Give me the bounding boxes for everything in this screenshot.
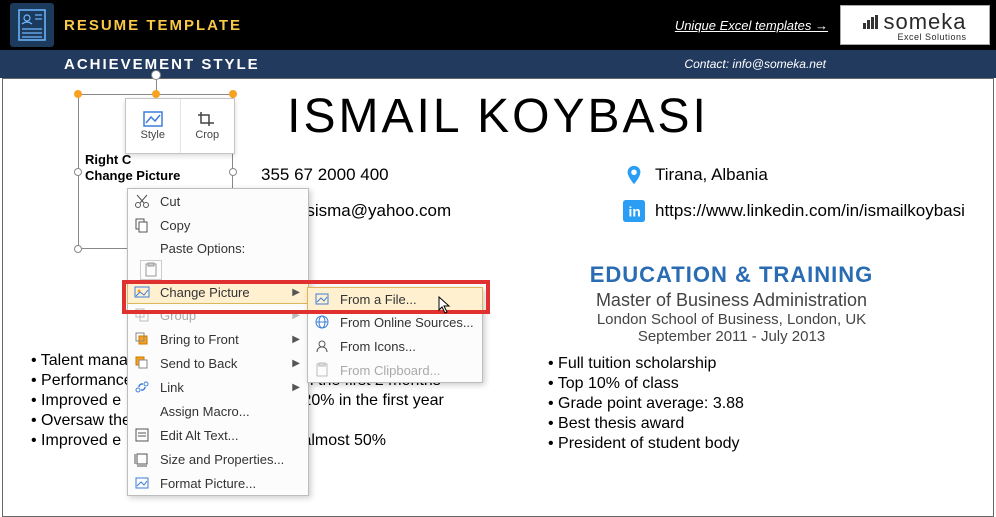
format-picture-icon bbox=[134, 475, 150, 491]
submenu-arrow-icon: ▶ bbox=[292, 310, 300, 321]
resume-doc-icon bbox=[10, 3, 54, 47]
ctx-group: Group ▶ bbox=[128, 303, 308, 327]
sub-from-online[interactable]: From Online Sources... bbox=[308, 310, 482, 334]
paste-options-label: Paste Options: bbox=[160, 241, 302, 256]
ctx-copy[interactable]: Copy bbox=[128, 213, 308, 237]
phone-field: 355 67 2000 400 bbox=[261, 164, 603, 186]
ctx-cut[interactable]: Cut bbox=[128, 189, 308, 213]
ctx-edit-alt[interactable]: Edit Alt Text... bbox=[128, 423, 308, 447]
submenu-arrow-icon: ▶ bbox=[292, 334, 300, 345]
change-picture-submenu: From a File... From Online Sources... Fr… bbox=[307, 287, 483, 383]
style-button[interactable]: Style bbox=[126, 99, 181, 153]
svg-text:in: in bbox=[629, 205, 641, 220]
top-bar: RESUME TEMPLATE Unique Excel templates →… bbox=[0, 0, 996, 50]
topbar-right: Unique Excel templates → someka Excel So… bbox=[675, 0, 996, 50]
from-file-icon bbox=[314, 291, 330, 307]
list-item: • Best thesis award bbox=[548, 415, 965, 433]
linkedin-icon: in bbox=[623, 200, 645, 222]
unique-templates-link[interactable]: Unique Excel templates → bbox=[675, 18, 828, 33]
style-icon bbox=[143, 111, 163, 127]
ctx-size-props[interactable]: Size and Properties... bbox=[128, 447, 308, 471]
copy-icon bbox=[134, 217, 150, 233]
group-icon bbox=[134, 307, 150, 323]
paste-option-button[interactable] bbox=[140, 260, 162, 280]
link-icon bbox=[134, 379, 150, 395]
someka-dots-icon bbox=[863, 15, 879, 34]
right-column: EDUCATION & TRAINING Master of Business … bbox=[498, 240, 965, 455]
send-back-icon bbox=[134, 355, 150, 371]
change-picture-icon bbox=[134, 284, 150, 300]
someka-logo[interactable]: someka Excel Solutions bbox=[840, 5, 990, 45]
from-icons-icon bbox=[314, 338, 330, 354]
sub-from-clipboard: From Clipboard... bbox=[308, 358, 482, 382]
education-title: EDUCATION & TRAINING bbox=[498, 262, 965, 288]
linkedin-field: in https://www.linkedin.com/in/ismailkoy… bbox=[623, 200, 965, 222]
edu-bullets: • Full tuition scholarship • Top 10% of … bbox=[548, 355, 965, 453]
ctx-format-picture[interactable]: Format Picture... bbox=[128, 471, 308, 495]
email-field: koybasisma@yahoo.com bbox=[261, 200, 603, 222]
resume-template-label: RESUME TEMPLATE bbox=[64, 17, 242, 34]
list-item: • Top 10% of class bbox=[548, 375, 965, 393]
size-props-icon bbox=[134, 451, 150, 467]
list-item: • Full tuition scholarship bbox=[548, 355, 965, 373]
education-school: London School of Business, London, UK bbox=[498, 311, 965, 328]
crop-icon bbox=[197, 111, 217, 127]
paste-icon bbox=[143, 262, 159, 278]
someka-text: someka bbox=[883, 9, 966, 34]
list-item: • Grade point average: 3.88 bbox=[548, 395, 965, 413]
photo-hint-text: Right C Change Picture bbox=[85, 152, 180, 183]
achievement-style-label: ACHIEVEMENT STYLE bbox=[64, 56, 260, 73]
submenu-arrow-icon: ▶ bbox=[292, 382, 300, 393]
mouse-cursor-icon bbox=[438, 296, 452, 317]
education-dates: September 2011 - July 2013 bbox=[498, 328, 965, 345]
sel-handle-tl[interactable] bbox=[74, 90, 82, 98]
cut-icon bbox=[134, 193, 150, 209]
ctx-assign-macro[interactable]: Assign Macro... bbox=[128, 399, 308, 423]
from-online-icon bbox=[314, 314, 330, 330]
education-degree: Master of Business Administration bbox=[498, 290, 965, 311]
sub-from-file[interactable]: From a File... bbox=[307, 287, 483, 311]
sub-bar: ACHIEVEMENT STYLE Contact: info@someka.n… bbox=[0, 50, 996, 78]
rotate-handle[interactable] bbox=[151, 70, 161, 80]
topbar-left: RESUME TEMPLATE bbox=[0, 0, 242, 50]
sel-handle-tc[interactable] bbox=[152, 90, 160, 98]
blank-icon bbox=[134, 403, 150, 419]
ctx-bring-front[interactable]: Bring to Front ▶ bbox=[128, 327, 308, 351]
ctx-paste-options: Paste Options: bbox=[128, 237, 308, 281]
picture-mini-toolbar: Style Crop bbox=[125, 98, 235, 154]
list-item: • President of student body bbox=[548, 435, 965, 453]
contact-email: Contact: info@someka.net bbox=[684, 57, 826, 71]
context-menu: Cut Copy Paste Options: Change Picture ▶… bbox=[127, 188, 309, 496]
location-field: Tirana, Albania bbox=[623, 164, 965, 186]
crop-button[interactable]: Crop bbox=[181, 99, 235, 153]
sel-handle-bl[interactable] bbox=[74, 245, 82, 253]
ctx-send-back[interactable]: Send to Back ▶ bbox=[128, 351, 308, 375]
submenu-arrow-icon: ▶ bbox=[292, 358, 300, 369]
submenu-arrow-icon: ▶ bbox=[292, 287, 300, 298]
sel-handle-mr[interactable] bbox=[229, 168, 237, 176]
sel-handle-tr[interactable] bbox=[229, 90, 237, 98]
ctx-change-picture[interactable]: Change Picture ▶ bbox=[127, 280, 309, 304]
sel-handle-ml[interactable] bbox=[74, 168, 82, 176]
bring-front-icon bbox=[134, 331, 150, 347]
location-pin-icon bbox=[623, 164, 645, 186]
sub-from-icons[interactable]: From Icons... bbox=[308, 334, 482, 358]
from-clipboard-icon bbox=[314, 362, 330, 378]
ctx-link[interactable]: Link ▶ bbox=[128, 375, 308, 399]
alt-text-icon bbox=[134, 427, 150, 443]
